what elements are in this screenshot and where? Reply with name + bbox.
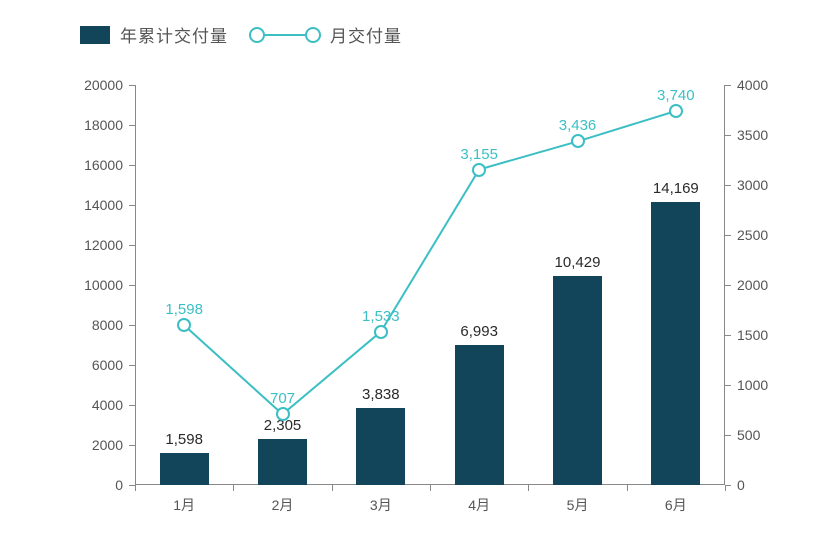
line-marker xyxy=(276,407,290,421)
y-left-tick-label: 0 xyxy=(63,477,123,493)
y-left-tick-label: 20000 xyxy=(63,77,123,93)
y-right-tick-label: 3000 xyxy=(737,177,768,193)
legend-item-bar: 年累计交付量 xyxy=(80,22,228,47)
x-tick-label: 2月 xyxy=(272,495,294,515)
x-tick xyxy=(627,485,628,491)
y-right-tick xyxy=(725,135,731,136)
delivery-chart: 年累计交付量 月交付量 0200040006000800010000120001… xyxy=(0,0,820,543)
legend-bar-label: 年累计交付量 xyxy=(120,22,228,47)
y-right-tick xyxy=(725,185,731,186)
x-tick xyxy=(332,485,333,491)
line-marker xyxy=(571,134,585,148)
y-right-tick xyxy=(725,235,731,236)
y-right-tick-label: 1000 xyxy=(737,377,768,393)
legend-item-line: 月交付量 xyxy=(250,22,402,47)
line-marker xyxy=(669,104,683,118)
legend-bar-swatch xyxy=(80,26,110,44)
legend: 年累计交付量 月交付量 xyxy=(80,22,402,47)
y-right-tick-label: 3500 xyxy=(737,127,768,143)
y-left-tick-label: 18000 xyxy=(63,117,123,133)
line-marker xyxy=(177,318,191,332)
y-right-tick-label: 500 xyxy=(737,427,760,443)
y-left-tick-label: 12000 xyxy=(63,237,123,253)
line-value-label: 1,533 xyxy=(362,308,400,325)
line-value-label: 3,436 xyxy=(559,117,597,134)
y-left-tick-label: 10000 xyxy=(63,277,123,293)
y-right-tick-label: 1500 xyxy=(737,327,768,343)
line-value-label: 3,740 xyxy=(657,87,695,104)
x-tick-label: 3月 xyxy=(370,495,392,515)
x-tick xyxy=(528,485,529,491)
legend-line-label: 月交付量 xyxy=(330,22,402,47)
x-tick-label: 5月 xyxy=(567,495,589,515)
x-tick xyxy=(233,485,234,491)
y-left-tick-label: 8000 xyxy=(63,317,123,333)
line-value-label: 707 xyxy=(270,390,295,407)
y-left-tick-label: 16000 xyxy=(63,157,123,173)
y-right-tick xyxy=(725,435,731,436)
y-left-tick-label: 14000 xyxy=(63,197,123,213)
line-value-label: 1,598 xyxy=(165,301,203,318)
line-marker xyxy=(374,325,388,339)
line-value-label: 3,155 xyxy=(460,146,498,163)
x-tick xyxy=(725,485,726,491)
y-left-tick-label: 6000 xyxy=(63,357,123,373)
x-tick-label: 6月 xyxy=(665,495,687,515)
y-right-tick-label: 4000 xyxy=(737,77,768,93)
y-right-tick xyxy=(725,285,731,286)
line-series xyxy=(135,85,725,485)
y-right-tick xyxy=(725,335,731,336)
x-tick-label: 4月 xyxy=(468,495,490,515)
y-right-tick-label: 0 xyxy=(737,477,745,493)
y-right-tick xyxy=(725,385,731,386)
x-tick-label: 1月 xyxy=(173,495,195,515)
legend-line-swatch xyxy=(250,26,320,44)
plot-area: 0200040006000800010000120001400016000180… xyxy=(135,85,725,485)
y-right-tick-label: 2500 xyxy=(737,227,768,243)
y-right-tick-label: 2000 xyxy=(737,277,768,293)
y-left-tick-label: 2000 xyxy=(63,437,123,453)
y-right-tick xyxy=(725,85,731,86)
y-left-tick-label: 4000 xyxy=(63,397,123,413)
x-tick xyxy=(135,485,136,491)
x-tick xyxy=(430,485,431,491)
line-marker xyxy=(472,163,486,177)
